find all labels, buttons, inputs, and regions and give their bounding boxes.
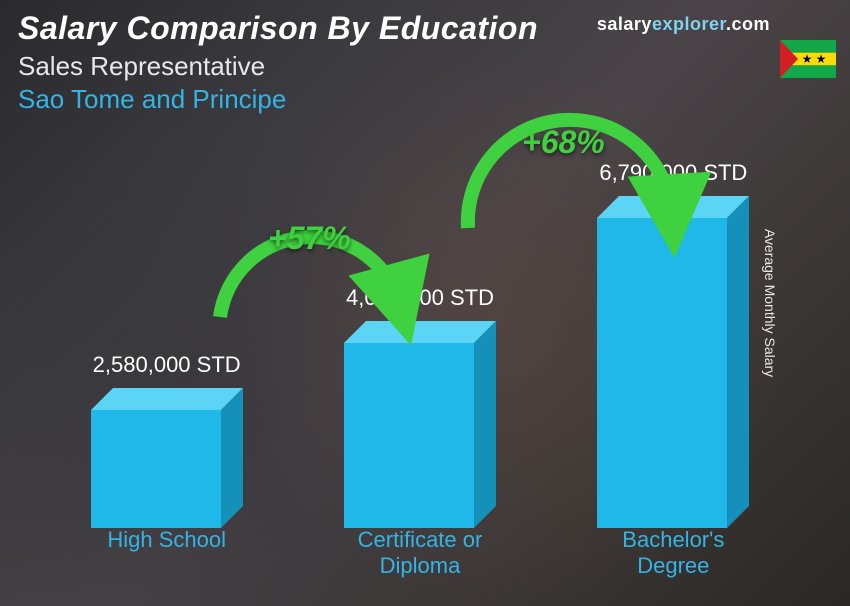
svg-text:★: ★ (802, 52, 813, 66)
x-axis-label: Certificate orDiploma (293, 527, 546, 578)
percentage-increase-badge: +57% (268, 220, 351, 257)
bar-shape (597, 196, 749, 528)
brand-part1: salary (597, 14, 652, 34)
x-axis-label: Bachelor'sDegree (547, 527, 800, 578)
bar-shape (91, 388, 243, 528)
bar: 4,050,000 STD (293, 285, 546, 528)
bar: 2,580,000 STD (40, 352, 293, 528)
bar-value-label: 2,580,000 STD (93, 352, 241, 378)
chart-title: Salary Comparison By Education (18, 10, 538, 47)
x-axis-labels: High SchoolCertificate orDiplomaBachelor… (40, 527, 800, 578)
percentage-increase-badge: +68% (522, 124, 605, 161)
brand-part3: .com (726, 14, 770, 34)
bar-shape (344, 321, 496, 528)
brand-part2: explorer (652, 14, 726, 34)
x-axis-label: High School (40, 527, 293, 578)
country-flag-icon: ★ ★ (780, 40, 836, 78)
svg-text:★: ★ (816, 52, 827, 66)
brand-logo: salaryexplorer.com (597, 14, 770, 35)
